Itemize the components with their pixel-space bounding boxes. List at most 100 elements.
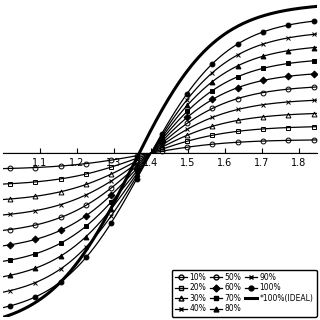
100% [211,62,214,66]
40% [135,162,139,165]
100% [312,19,316,23]
90% [34,281,37,284]
10% [34,166,37,170]
30% [59,190,63,194]
20% [160,147,164,151]
100% [286,23,290,27]
80% [59,254,63,258]
40% [8,212,12,216]
60% [8,243,12,247]
70% [59,241,63,245]
60% [185,116,189,119]
Line: 20%: 20% [8,124,316,186]
20% [135,156,139,160]
20% [211,133,214,137]
50% [312,85,316,89]
100% [34,295,37,299]
60% [312,72,316,76]
50% [135,164,139,168]
20% [34,180,37,184]
30% [211,124,214,128]
40% [109,179,113,183]
*100%(IDEAL) [315,4,319,8]
100% [84,256,88,260]
Line: 100%: 100% [8,19,316,308]
Line: 30%: 30% [8,111,316,201]
100% [8,304,12,308]
60% [261,78,265,82]
50% [8,228,12,231]
40% [261,103,265,107]
10% [211,142,214,146]
10% [286,139,290,142]
40% [286,100,290,104]
30% [160,145,164,149]
30% [135,159,139,163]
10% [236,140,240,144]
70% [286,61,290,65]
40% [160,143,164,147]
20% [109,165,113,169]
*100%(IDEAL) [286,8,290,12]
40% [84,193,88,197]
30% [109,172,113,176]
20% [236,129,240,133]
Line: 10%: 10% [8,138,316,171]
90% [59,267,63,271]
90% [185,98,189,101]
30% [34,194,37,198]
20% [286,126,290,130]
30% [286,113,290,117]
*100%(IDEAL) [266,12,270,16]
50% [84,204,88,207]
60% [34,237,37,241]
60% [236,86,240,90]
70% [211,89,214,92]
20% [59,177,63,181]
50% [236,97,240,100]
90% [160,133,164,137]
10% [8,166,12,170]
10% [135,154,139,158]
20% [261,127,265,131]
70% [34,252,37,256]
100% [59,280,63,284]
50% [34,223,37,227]
100% [185,92,189,95]
60% [109,193,113,197]
Line: 70%: 70% [8,58,316,262]
90% [109,214,113,218]
90% [312,32,316,36]
Line: 80%: 80% [8,45,316,278]
70% [135,170,139,173]
*100%(IDEAL) [1,316,5,319]
10% [185,145,189,149]
100% [236,42,240,46]
70% [236,75,240,79]
80% [286,49,290,52]
80% [236,64,240,68]
40% [211,116,214,119]
70% [185,109,189,113]
*100%(IDEAL) [188,66,192,69]
50% [286,87,290,91]
Line: 60%: 60% [8,72,316,247]
80% [160,136,164,140]
30% [261,115,265,119]
20% [185,139,189,143]
100% [261,30,265,34]
50% [261,91,265,94]
*100%(IDEAL) [193,59,197,63]
30% [236,118,240,122]
100% [160,132,164,135]
30% [185,133,189,137]
100% [135,177,139,181]
80% [135,172,139,176]
90% [261,42,265,46]
90% [211,71,214,75]
40% [34,209,37,212]
Line: 90%: 90% [8,32,316,293]
Line: *100%(IDEAL): *100%(IDEAL) [3,6,317,317]
10% [312,138,316,142]
80% [84,235,88,238]
